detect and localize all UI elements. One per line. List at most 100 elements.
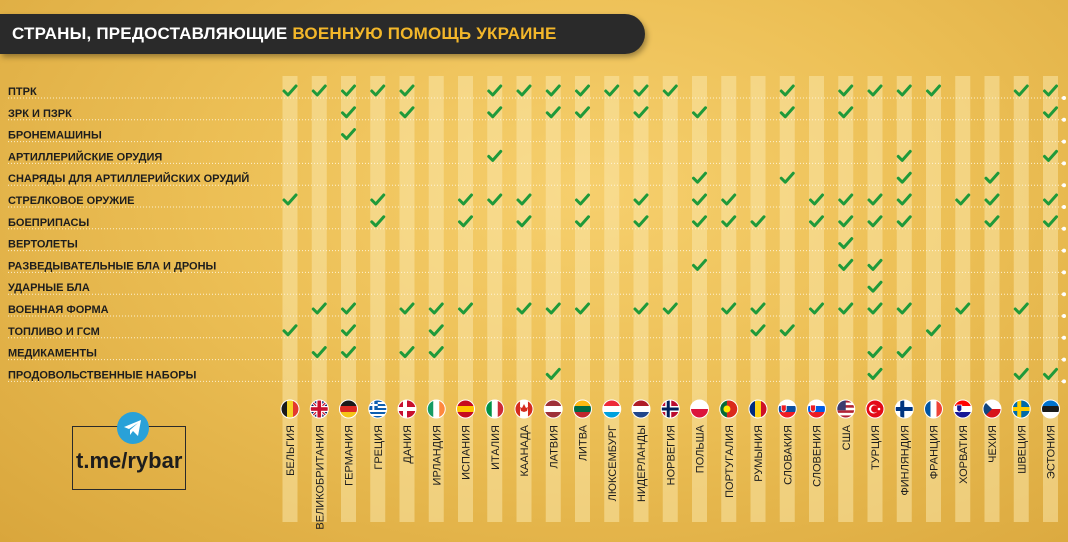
country-flag [777,399,797,419]
check-mark [838,84,854,97]
country-label: ИРЛАНДИЯ [431,425,443,485]
country-label: ФИНЛЯНДИЯ [899,425,911,496]
check-mark [750,302,766,315]
country-flag [339,399,358,419]
country-flag [602,399,622,419]
telegram-icon [117,412,149,444]
check-mark [896,346,912,359]
flag-border [1041,399,1060,419]
country-label: ГЕРМАНИЯ [344,425,356,486]
check-mark [662,84,678,97]
country-label: ТУРЦИЯ [870,425,882,470]
flag-border [924,399,943,419]
row-label: ПТРК [8,86,37,98]
country-label: ДАНИЯ [402,425,414,464]
flag-border [660,399,680,419]
check-mark [692,193,707,206]
country-label: ЛЮКСЕМБУРГ [607,425,619,501]
flag-border [982,399,1002,419]
country-flag [1041,399,1060,419]
row-guide-dot [1062,205,1066,209]
country-label: ШВЕЦИЯ [1016,425,1028,474]
row-label: ВОЕННАЯ ФОРМА [8,304,109,316]
title-highlight: ВОЕННУЮ ПОМОЩЬ УКРАИНЕ [292,24,557,43]
row-label: СНАРЯДЫ ДЛЯ АРТИЛЛЕРИЙСКИХ ОРУДИЙ [8,172,249,185]
row-guide-dot [1062,117,1066,122]
row-label: ПРОДОВОЛЬСТВЕННЫЕ НАБОРЫ [8,369,197,381]
check-mark [341,106,356,119]
country-label: ХОРВАТИЯ [958,425,970,484]
chart-title: СТРАНЫ, ПРЕДОСТАВЛЯЮЩИЕ ВОЕННУЮ ПОМОЩЬ У… [12,24,557,44]
country-label: ЛИТВА [578,424,590,461]
row-label: АРТИЛЛЕРИЙСКИЕ ОРУДИЯ [8,150,162,163]
country-flag [924,399,943,419]
check-mark [545,84,561,97]
flag-border [456,399,475,419]
country-label: СЛОВЕНИЯ [812,425,824,487]
check-mark [955,302,971,315]
check-mark [399,84,415,97]
country-flag [368,399,388,419]
check-mark [311,346,327,359]
country-flag [660,399,680,419]
check-mark [1043,367,1058,380]
row-label: ЗРК И ПЗРК [8,108,72,120]
row-label: ТОПЛИВО И ГСМ [8,326,100,338]
check-mark [896,84,912,97]
flag-border [543,399,563,419]
country-label: ЭСТОНИЯ [1046,425,1058,479]
check-mark [867,258,883,271]
country-flag [280,399,300,419]
country-flag [1011,399,1031,419]
flag-border [309,399,329,419]
country-flag [514,399,534,419]
flag-border [280,399,300,419]
flag-border [748,399,768,419]
row-label: УДАРНЫЕ БЛА [8,282,90,294]
check-mark [809,215,824,228]
country-label: НИДЕРЛАНДЫ [636,425,648,502]
check-mark [809,302,824,315]
flag-border [719,399,739,419]
flag-border [1011,399,1031,419]
check-mark [516,302,532,315]
country-label: РУМЫНИЯ [753,425,765,482]
check-mark [1043,84,1058,97]
flag-border [426,399,446,419]
country-label: ИТАЛИЯ [490,425,502,470]
check-mark [926,324,941,337]
check-mark [896,171,912,184]
check-mark [896,149,912,162]
country-flag [485,399,505,419]
check-mark [984,171,1000,184]
brand-link[interactable]: t.me/rybar [76,448,183,473]
row-guide-dot [1062,139,1066,144]
check-mark [487,84,503,97]
check-mark [487,106,503,119]
check-mark [867,280,883,293]
row-guide-dot [1062,379,1066,384]
country-label: ИСПАНИЯ [461,425,473,480]
check-mark [311,302,327,315]
check-mark [1043,215,1058,228]
check-mark [575,302,590,315]
check-mark [838,193,854,206]
check-mark [838,106,854,119]
country-label: КААНАДА [519,424,531,476]
check-mark [692,106,707,119]
check-mark [809,193,824,206]
country-flag [836,399,856,419]
flag-border [631,399,651,419]
row-guide-dot [1062,314,1066,318]
country-label: ФРАНЦИЯ [929,425,941,479]
check-mark [633,215,649,228]
check-mark [458,215,473,228]
row-guide-dot [1062,183,1066,188]
check-mark [896,302,912,315]
check-mark [867,346,883,359]
check-mark [604,84,620,97]
check-mark [575,215,590,228]
check-mark [750,324,766,337]
brand-block[interactable]: t.me/rybar [72,412,188,492]
check-mark [721,302,737,315]
